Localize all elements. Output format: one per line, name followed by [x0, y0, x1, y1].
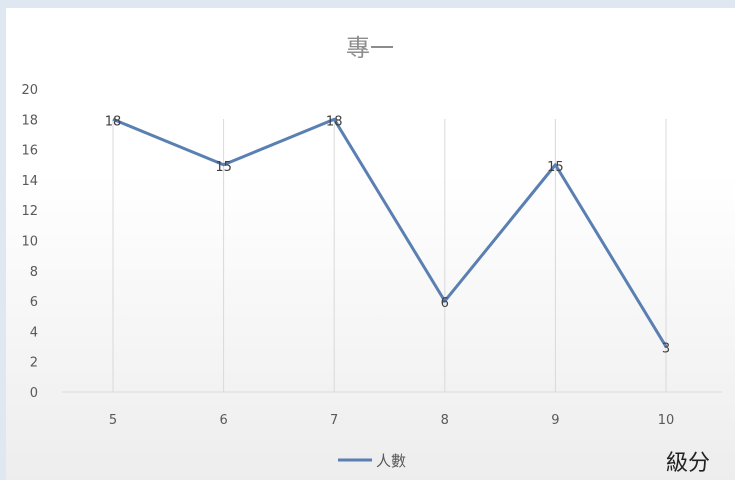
data-label: 6: [441, 296, 449, 311]
x-tick-label: 7: [330, 413, 338, 428]
y-tick-label: 12: [21, 204, 38, 219]
y-tick-label: 14: [21, 174, 38, 189]
y-tick-label: 18: [21, 113, 38, 128]
y-tick-label: 2: [30, 356, 38, 371]
gridlines: [112, 119, 667, 392]
data-labels: 18 15 18 6 15 3: [105, 114, 670, 356]
data-label: 15: [547, 160, 564, 175]
x-tick-label: 5: [109, 413, 117, 428]
x-axis-ticks: 5 6 7 8 9 10: [109, 413, 674, 428]
y-tick-label: 20: [21, 83, 38, 98]
y-tick-label: 6: [30, 295, 38, 310]
chart-title: 專一: [346, 34, 394, 62]
series-line-people: [112, 117, 668, 348]
data-label: 18: [105, 114, 122, 129]
data-label: 15: [215, 160, 232, 175]
legend: 人數: [338, 452, 406, 470]
y-tick-label: 4: [30, 325, 38, 340]
chart-area: [6, 8, 735, 480]
x-tick-label: 6: [219, 413, 227, 428]
x-tick-label: 9: [551, 413, 559, 428]
y-tick-label: 8: [30, 265, 38, 280]
x-tick-label: 10: [658, 413, 675, 428]
y-tick-label: 10: [21, 235, 38, 250]
x-axis-title: 級分: [666, 451, 710, 476]
data-label: 3: [662, 342, 670, 357]
y-tick-label: 16: [21, 144, 38, 159]
data-label: 18: [326, 114, 343, 129]
y-tick-label: 0: [30, 386, 38, 401]
y-axis-ticks: 0 2 4 6 8 10 12 14 16 18 20: [21, 83, 38, 401]
x-tick-label: 8: [441, 413, 449, 428]
legend-label: 人數: [376, 452, 406, 470]
